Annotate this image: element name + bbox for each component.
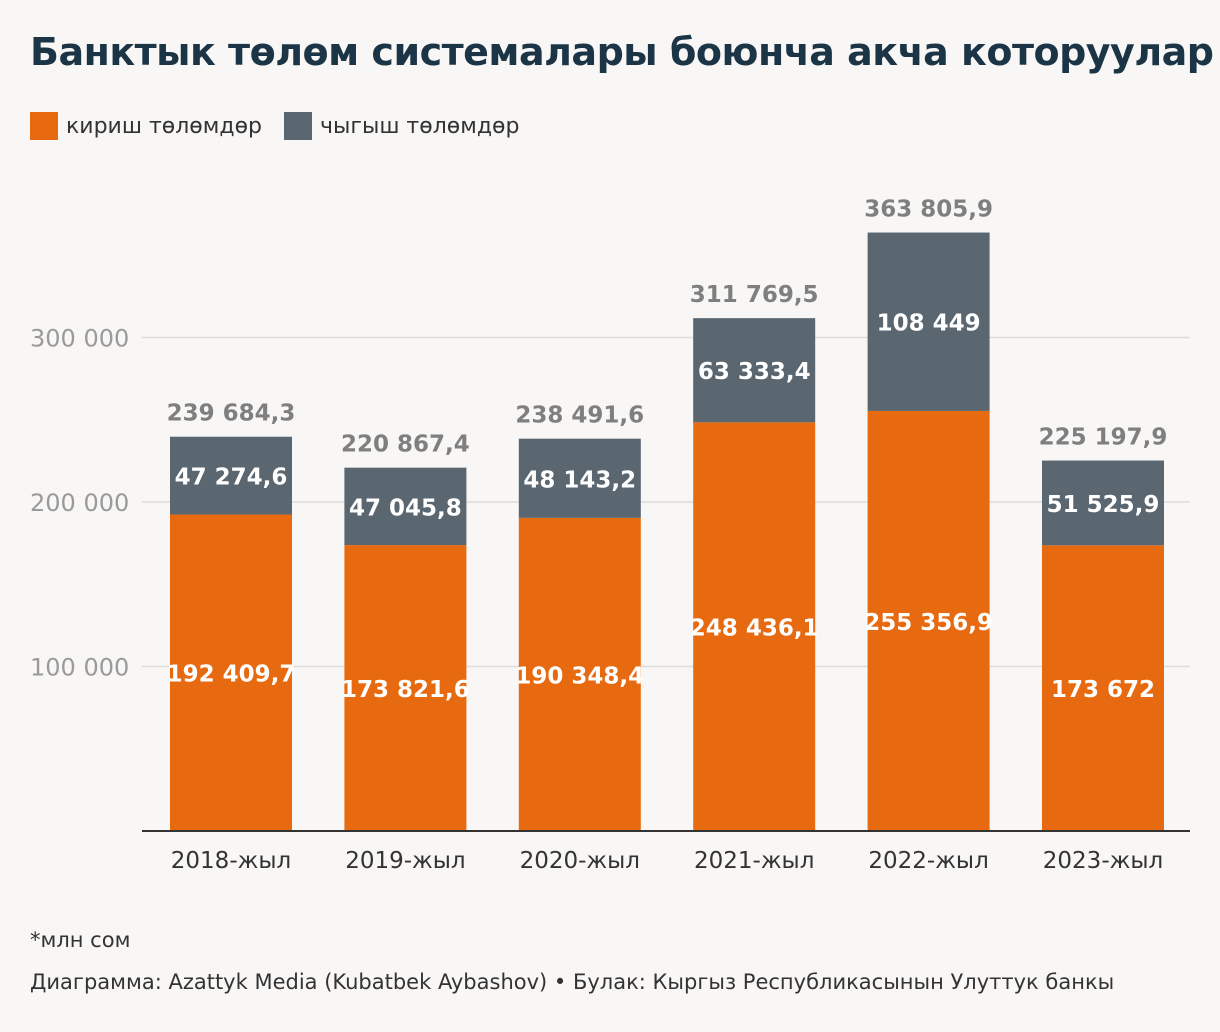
data-label-outgoing: 108 449 — [877, 311, 981, 337]
data-label-outgoing: 51 525,9 — [1047, 492, 1160, 518]
y-tick-label: 200 000 — [30, 489, 129, 517]
legend-item-outgoing: чыгыш төлөмдөр — [284, 112, 519, 140]
x-tick-label: 2021-жыл — [694, 848, 814, 874]
data-label-total: 238 491,6 — [515, 403, 644, 429]
bar-incoming — [867, 410, 990, 831]
data-label-outgoing: 47 045,8 — [349, 495, 462, 521]
y-tick-label: 100 000 — [30, 654, 129, 682]
stacked-bar-chart: 100 000 200 000 300 000 192 409,7 47 274,6 23… — [30, 197, 1190, 874]
x-tick-label: 2020-жыл — [520, 848, 640, 874]
chart-title: Банктык төлөм системалары боюнча акча ко… — [30, 30, 1214, 74]
bar-outgoing — [518, 438, 641, 518]
data-label-incoming: 190 348,4 — [515, 663, 644, 689]
legend-label-incoming: кириш төлөмдөр — [66, 113, 263, 139]
bar-outgoing — [1042, 460, 1164, 546]
data-label-incoming: 248 436,1 — [690, 616, 819, 642]
footnote: *млн сом — [30, 928, 131, 952]
y-tick-label: 300 000 — [30, 325, 129, 353]
legend-label-outgoing: чыгыш төлөмдөр — [320, 113, 520, 139]
credit-line: Диаграмма: Azattyk Media (Kubatbek Aybas… — [30, 970, 1115, 994]
data-label-outgoing: 48 143,2 — [523, 467, 636, 493]
x-tick-label: 2018-жыл — [171, 848, 291, 874]
bar-incoming — [344, 545, 467, 831]
bar-incoming — [518, 517, 641, 831]
x-tick-label: 2019-жыл — [345, 848, 465, 874]
data-label-total: 239 684,3 — [167, 401, 296, 427]
legend: кириш төлөмдөр чыгыш төлөмдөр — [30, 112, 519, 140]
data-label-incoming: 173 821,6 — [341, 677, 470, 703]
legend-swatch-outgoing — [284, 112, 313, 140]
bar-incoming — [1042, 545, 1164, 831]
data-label-incoming: 255 356,9 — [864, 610, 993, 636]
data-label-incoming: 173 672 — [1051, 677, 1155, 703]
data-label-total: 220 867,4 — [341, 432, 470, 458]
bar-outgoing — [867, 232, 990, 411]
x-tick-label: 2022-жыл — [868, 848, 988, 874]
data-label-outgoing: 47 274,6 — [175, 465, 288, 491]
bar-incoming — [170, 514, 292, 831]
bar-outgoing — [344, 467, 467, 546]
bar-outgoing — [170, 436, 292, 515]
data-label-total: 311 769,5 — [690, 282, 819, 308]
legend-swatch-incoming — [30, 112, 58, 140]
data-label-outgoing: 63 333,4 — [698, 359, 811, 385]
data-label-incoming: 192 409,7 — [167, 662, 296, 688]
data-label-total: 363 805,9 — [864, 197, 993, 223]
bar-incoming — [693, 422, 816, 831]
bar-outgoing — [693, 318, 816, 423]
legend-item-incoming: кириш төлөмдөр — [30, 112, 262, 140]
x-tick-label: 2023-жыл — [1043, 848, 1163, 874]
data-label-total: 225 197,9 — [1039, 425, 1168, 451]
